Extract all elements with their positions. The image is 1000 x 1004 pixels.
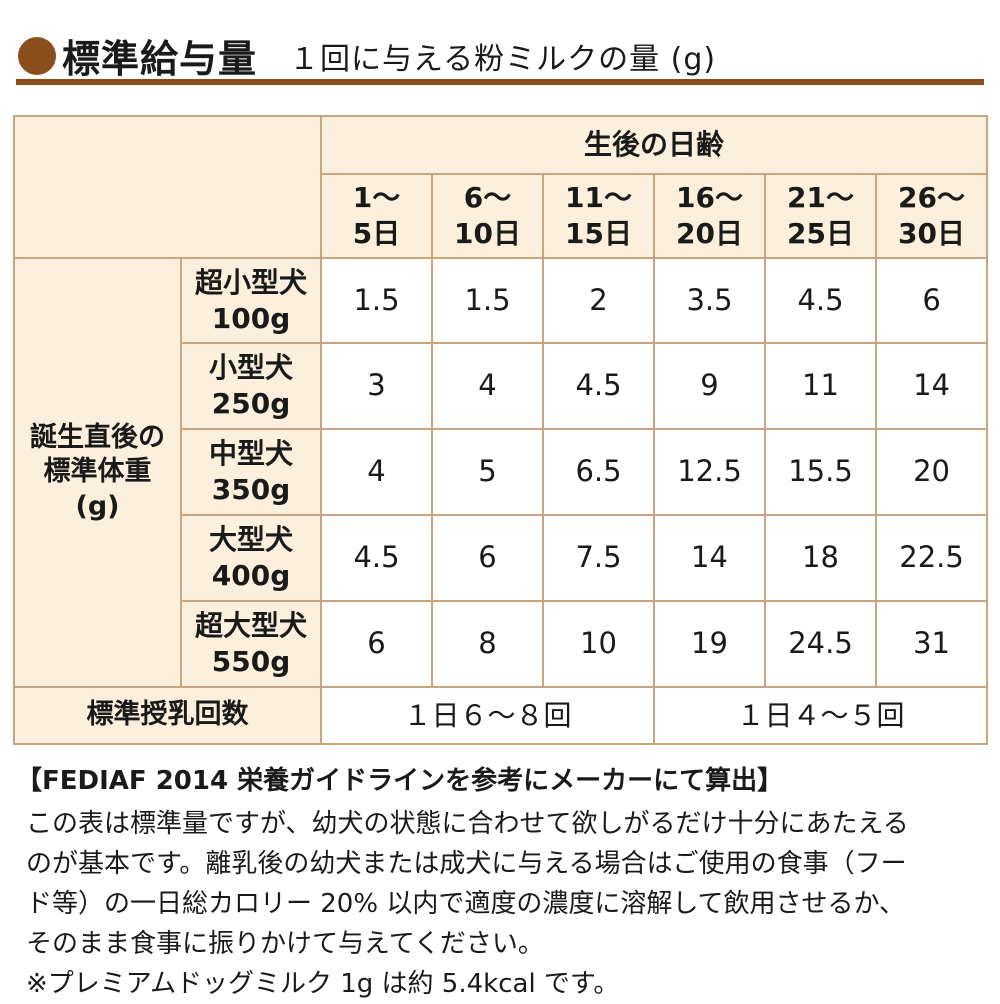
- age-column-header: 16〜 20日: [653, 173, 766, 259]
- feeding-frequency-label: 標準授乳回数: [13, 686, 322, 745]
- value-cell: 24.5: [764, 600, 877, 688]
- table-row: 超大型犬 550g 6 8 10 19 24.5 31: [14, 600, 989, 688]
- value-cell: 14: [653, 514, 766, 602]
- notes-body: この表は標準量ですが、幼犬の状態に合わせて欲しがるだけ十分にあたえる のが基本で…: [26, 804, 986, 1004]
- table-row: 小型犬 250g 3 4 4.5 9 11 14: [14, 342, 989, 430]
- value-cell: 22.5: [874, 514, 989, 602]
- value-cell: 5: [431, 428, 544, 516]
- feeding-frequency-value: １日４〜５回: [652, 686, 989, 745]
- table-corner-cell: [13, 115, 322, 259]
- table-row: 大型犬 400g 4.5 6 7.5 14 18 22.5: [14, 514, 989, 602]
- value-cell: 8: [431, 600, 544, 688]
- breed-cell: 超小型犬 100g: [180, 257, 322, 344]
- value-cell: 14: [874, 342, 989, 430]
- value-cell: 4: [320, 428, 433, 516]
- value-cell: 4.5: [764, 257, 877, 344]
- value-cell: 20: [874, 428, 989, 516]
- value-cell: 6: [320, 600, 433, 688]
- breed-cell: 大型犬 400g: [180, 514, 322, 602]
- value-cell: 3: [320, 342, 433, 430]
- value-cell: 9: [653, 342, 766, 430]
- table-row: 誕生直後の 標準体重 (g) 超小型犬 100g 1.5 1.5 2 3.5 4.…: [13, 257, 989, 688]
- notes-line: ※プレミアムドッグミルク 1g は約 5.4kcal です。: [26, 969, 620, 999]
- value-cell: 15.5: [764, 428, 877, 516]
- title-row: 標準給与量 １回に与える粉ミルクの量 (g): [18, 28, 716, 83]
- value-cell: 1.5: [431, 257, 544, 344]
- age-column-header: 6〜 10日: [431, 173, 544, 259]
- age-group-header: 生後の日齢: [319, 115, 989, 175]
- notes-line: この表は標準量ですが、幼犬の状態に合わせて欲しがるだけ十分にあたえる: [26, 809, 909, 839]
- value-cell: 2: [542, 257, 655, 344]
- age-column-header: 11〜 15日: [542, 173, 655, 259]
- value-cell: 19: [653, 600, 766, 688]
- value-cell: 6: [431, 514, 544, 602]
- row-group-header: 誕生直後の 標準体重 (g): [13, 257, 182, 688]
- notes-title: 【FEDIAF 2014 栄養ガイドラインを参考にメーカーにて算出】: [16, 766, 784, 796]
- page-subtitle: １回に与える粉ミルクの量 (g): [289, 41, 717, 77]
- feeding-frequency-row: 標準授乳回数 １日６〜８回 １日４〜５回: [13, 686, 989, 745]
- title-divider: [16, 79, 984, 85]
- value-cell: 3.5: [653, 257, 766, 344]
- value-cell: 11: [764, 342, 877, 430]
- value-cell: 6: [874, 257, 989, 344]
- page-title: 標準給与量: [62, 37, 258, 81]
- breed-cell: 超大型犬 550g: [180, 600, 322, 688]
- notes-line: そのまま食事に振りかけて与えてください。: [26, 929, 544, 959]
- value-cell: 4.5: [542, 342, 655, 430]
- notes-line: のが基本です。離乳後の幼犬または成犬に与える場合はご使用の食事（フー: [26, 849, 907, 879]
- value-cell: 4: [431, 342, 544, 430]
- value-cell: 31: [874, 600, 989, 688]
- value-cell: 4.5: [320, 514, 433, 602]
- value-cell: 10: [542, 600, 655, 688]
- value-cell: 12.5: [653, 428, 766, 516]
- value-cell: 1.5: [320, 257, 433, 344]
- table-row: 中型犬 350g 4 5 6.5 12.5 15.5 20: [14, 428, 989, 516]
- feeding-table: 生後の日齢 1〜 5日 6〜 10日 11〜 15日 16〜 20日 21〜 25日 26…: [13, 115, 989, 745]
- feeding-frequency-value: １日６〜８回: [320, 686, 655, 745]
- notes-line: ド等）の一日総カロリー 20% 以内で適度の濃度に溶解して飲用させるか、: [26, 889, 906, 919]
- age-column-header: 26〜 30日: [874, 173, 989, 259]
- value-cell: 18: [764, 514, 877, 602]
- bullet-dot-icon: [18, 36, 56, 75]
- age-column-header: 21〜 25日: [764, 173, 877, 259]
- value-cell: 7.5: [542, 514, 655, 602]
- age-column-header: 1〜 5日: [320, 173, 433, 259]
- breed-cell: 小型犬 250g: [180, 342, 322, 430]
- value-cell: 6.5: [542, 428, 655, 516]
- breed-cell: 中型犬 350g: [180, 428, 322, 516]
